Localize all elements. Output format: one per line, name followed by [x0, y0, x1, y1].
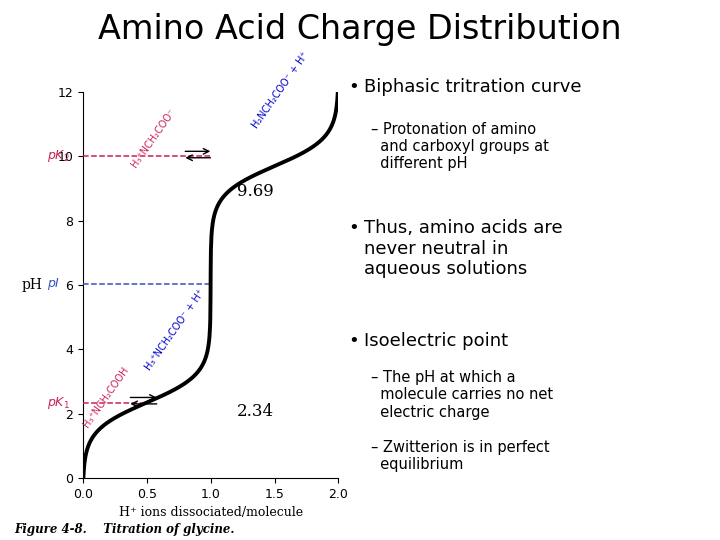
X-axis label: H⁺ ions dissociated/molecule: H⁺ ions dissociated/molecule [119, 506, 302, 519]
Text: $pI$: $pI$ [47, 276, 60, 292]
Text: Thus, amino acids are
never neutral in
aqueous solutions: Thus, amino acids are never neutral in a… [364, 219, 562, 278]
Text: Figure 4-8.    Titration of glycine.: Figure 4-8. Titration of glycine. [14, 523, 235, 536]
Text: – Zwitterion is in perfect
  equilibrium: – Zwitterion is in perfect equilibrium [371, 440, 549, 472]
Text: H₃⁺NCH₂COO⁻ + H⁺: H₃⁺NCH₂COO⁻ + H⁺ [143, 287, 207, 372]
Text: – Protonation of amino
  and carboxyl groups at
  different pH: – Protonation of amino and carboxyl grou… [371, 122, 549, 171]
Text: •: • [348, 219, 359, 237]
Text: $pK_1$: $pK_1$ [47, 395, 70, 410]
Text: 2.34: 2.34 [237, 403, 274, 421]
Text: $pK_2$: $pK_2$ [47, 148, 70, 164]
Text: H₃⁺NCH₂COOH: H₃⁺NCH₂COOH [81, 366, 130, 430]
Text: H₃⁺NCH₂COO⁻: H₃⁺NCH₂COO⁻ [129, 107, 177, 169]
Text: 9.69: 9.69 [237, 183, 274, 200]
Text: Amino Acid Charge Distribution: Amino Acid Charge Distribution [98, 14, 622, 46]
Y-axis label: pH: pH [22, 278, 42, 292]
Text: •: • [348, 78, 359, 96]
Text: Biphasic tritration curve: Biphasic tritration curve [364, 78, 581, 96]
Text: Isoelectric point: Isoelectric point [364, 332, 508, 350]
Text: •: • [348, 332, 359, 350]
Text: H₂NCH₂COO⁻ + H⁺: H₂NCH₂COO⁻ + H⁺ [251, 50, 311, 130]
Text: – The pH at which a
  molecule carries no net
  electric charge: – The pH at which a molecule carries no … [371, 370, 553, 420]
